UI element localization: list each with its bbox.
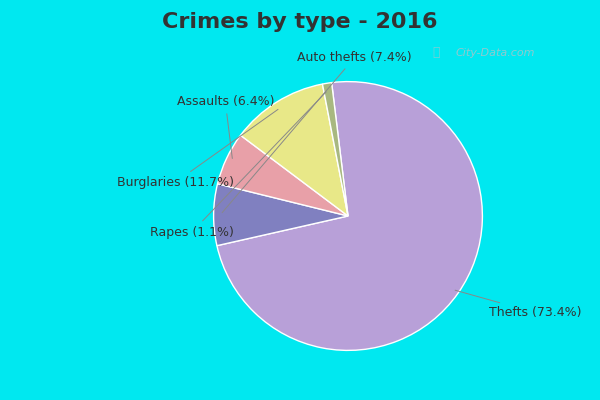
Text: Auto thefts (7.4%): Auto thefts (7.4%) xyxy=(222,51,412,213)
Wedge shape xyxy=(214,184,348,246)
Wedge shape xyxy=(217,82,482,350)
Text: Burglaries (11.7%): Burglaries (11.7%) xyxy=(117,109,278,189)
Wedge shape xyxy=(322,83,348,216)
Text: ⓘ: ⓘ xyxy=(432,46,439,59)
Wedge shape xyxy=(241,84,348,216)
Wedge shape xyxy=(218,135,348,216)
Text: City-Data.com: City-Data.com xyxy=(456,48,536,58)
Text: Thefts (73.4%): Thefts (73.4%) xyxy=(455,290,581,319)
Text: Rapes (1.1%): Rapes (1.1%) xyxy=(150,92,326,239)
Text: Crimes by type - 2016: Crimes by type - 2016 xyxy=(162,12,438,32)
Text: Assaults (6.4%): Assaults (6.4%) xyxy=(176,95,274,158)
